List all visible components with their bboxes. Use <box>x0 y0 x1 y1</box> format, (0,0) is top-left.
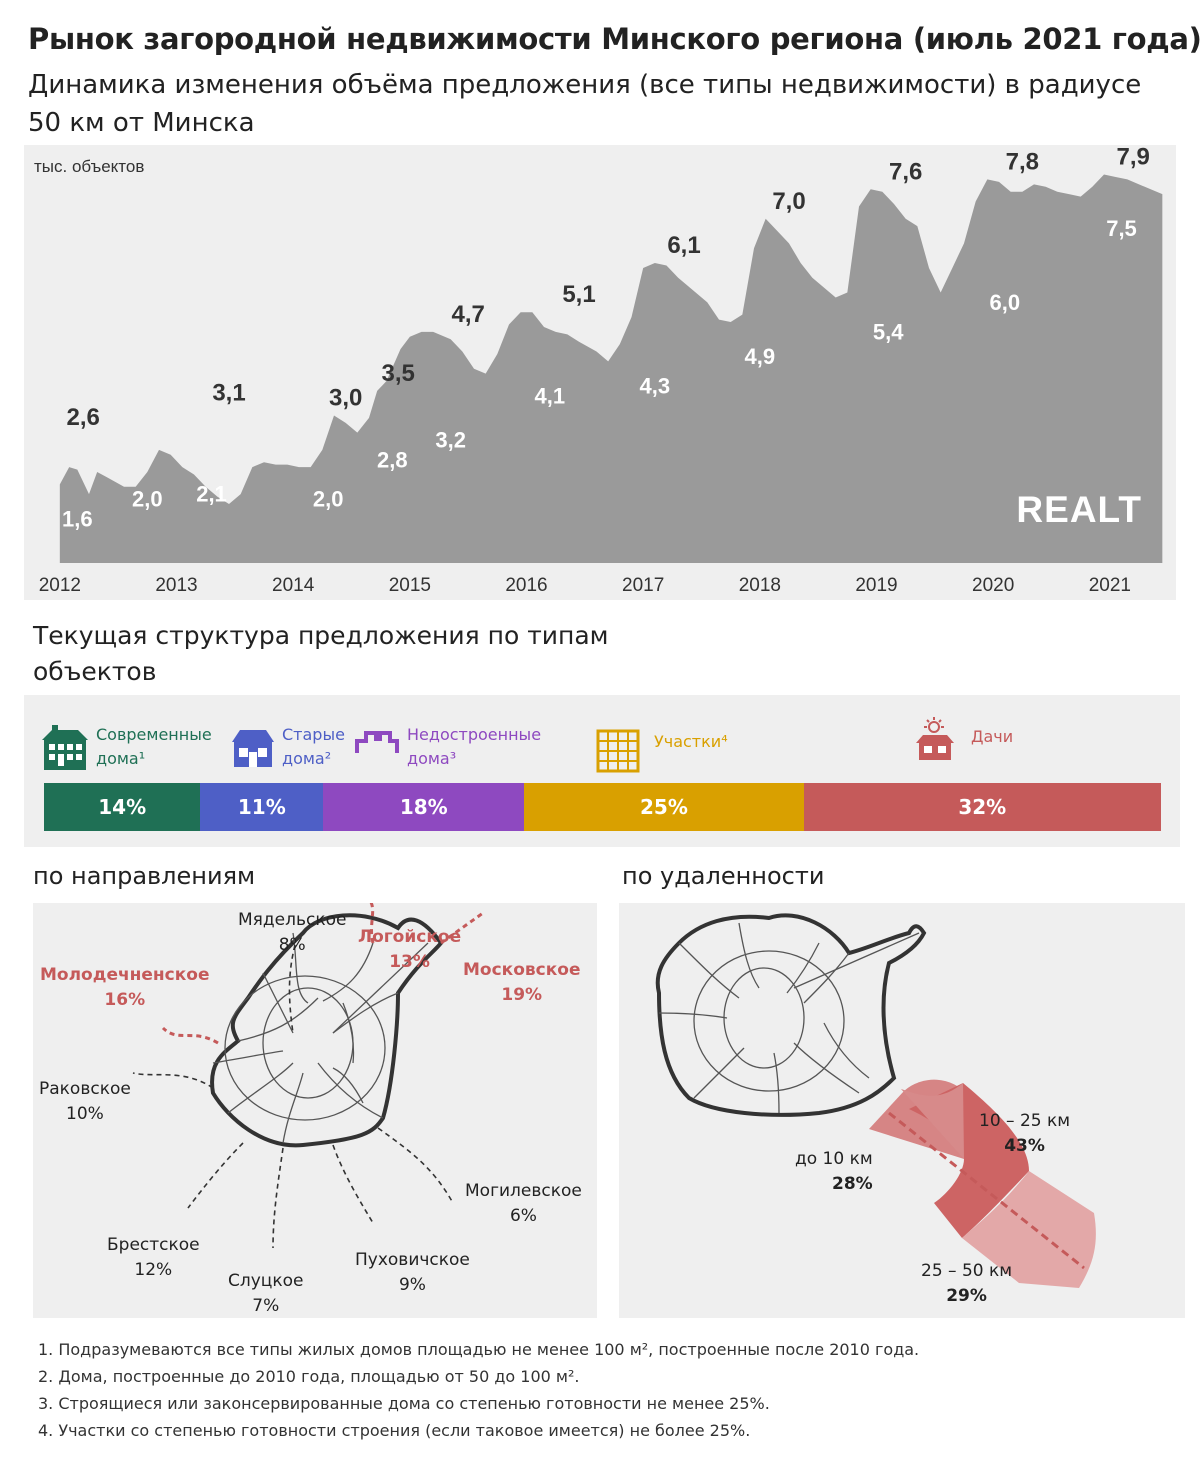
x-tick-label: 2021 <box>1089 575 1131 596</box>
peak-data-label: 7,8 <box>1006 148 1039 175</box>
peak-data-label: 7,0 <box>772 188 805 215</box>
types-panel: Современные дома¹ Старые дома² Недостроенн… <box>24 695 1180 847</box>
x-tick-label: 2020 <box>972 575 1014 596</box>
minsk-distance-svg <box>655 913 1096 1288</box>
direction-moscow: Московское 19% <box>463 960 581 1005</box>
trough-data-label: 4,9 <box>745 344 776 369</box>
trough-data-label: 6,0 <box>990 290 1021 315</box>
direction-brest: Брестское 12% <box>107 1235 200 1280</box>
structure-heading: Текущая структура предложения по типам о… <box>33 621 609 686</box>
unfinished-house-icon <box>355 731 399 753</box>
share-segment-old: 11% <box>200 783 324 831</box>
peak-data-label: 7,9 <box>1116 145 1149 171</box>
sector-far <box>962 1171 1096 1288</box>
peak-data-label: 6,1 <box>667 232 700 259</box>
distance-near: до 10 км 28% <box>795 1149 873 1194</box>
peak-data-label: 7,6 <box>889 158 922 185</box>
direction-myadel: Мядельское 8% <box>238 910 347 955</box>
trough-data-label: 2,8 <box>377 447 408 472</box>
trough-data-label: 5,4 <box>873 319 904 344</box>
footnotes: 1. Подразумеваются все типы жилых домов … <box>38 1336 1178 1444</box>
peak-data-label: 3,1 <box>212 380 245 407</box>
dir-line-molodechno <box>161 1026 219 1045</box>
peak-data-label: 2,6 <box>66 404 99 431</box>
directions-map: Мядельское 8% Логойское 13% Московское 19% … <box>33 903 597 1318</box>
peak-data-label: 3,5 <box>381 360 414 387</box>
supply-area-chart: 2,6 1,6 2,0 3,1 2,1 3,0 2,0 3,5 2,8 4,7 3,2 5,1 4,1 6… <box>24 145 1176 600</box>
trough-data-label: 1,6 <box>62 506 93 531</box>
city-outline <box>210 913 444 1148</box>
direction-molodechno: Молодечненское 16% <box>40 965 210 1010</box>
dir-line-pukhovichi <box>332 1144 374 1224</box>
distance-map: до 10 км 28% 10 – 25 км 43% 25 – 50 км 29% <box>619 903 1185 1318</box>
modern-house-icon <box>42 725 88 770</box>
distance-heading: по удаленности <box>622 862 825 890</box>
direction-rakov: Раковское 10% <box>39 1079 131 1124</box>
footnote: 2. Дома, построенные до 2010 года, площа… <box>38 1367 580 1386</box>
peak-data-label: 3,0 <box>329 384 362 411</box>
trough-data-label: 3,2 <box>435 428 466 453</box>
x-tick-label: 2018 <box>739 575 781 596</box>
share-segment-unfinished: 18% <box>323 783 525 831</box>
type-label-dachas: Дачи <box>971 727 1014 746</box>
page-subtitle: Динамика изменения объёма предложения (в… <box>28 70 1142 138</box>
realt-logo: REALT <box>1016 489 1142 530</box>
old-house-icon <box>232 730 274 767</box>
distance-axis-line <box>888 1111 1085 1270</box>
dir-line-slutsk <box>272 1147 284 1249</box>
trough-data-label: 2,1 <box>196 482 227 507</box>
supply-area <box>59 174 1163 563</box>
direction-logoisk: Логойское 13% <box>358 927 462 972</box>
share-segment-modern: 14% <box>44 783 201 831</box>
city-roads-distance <box>658 922 920 1114</box>
dir-line-brest <box>187 1142 244 1209</box>
directions-heading: по направлениям <box>33 862 256 890</box>
trough-data-label: 2,0 <box>132 487 163 512</box>
direction-mogilev: Могилевское 6% <box>465 1181 582 1226</box>
peak-data-label: 5,1 <box>562 281 595 308</box>
x-tick-label: 2017 <box>622 575 664 596</box>
type-label-plots: Участки⁴ <box>654 732 728 751</box>
share-segment-plots: 25% <box>524 783 804 831</box>
peak-data-label: 4,7 <box>451 301 484 328</box>
page-title: Рынок загородной недвижимости Минского р… <box>28 22 1200 56</box>
x-tick-label: 2014 <box>272 575 315 596</box>
x-tick-label: 2019 <box>855 575 897 596</box>
dir-line-logoisk <box>369 903 375 944</box>
type-label-old: Старые дома² <box>282 725 345 768</box>
share-segment-dachas: 32% <box>803 783 1161 831</box>
trough-data-label: 7,5 <box>1106 216 1137 241</box>
footnote: 3. Строящиеся или законсервированные дом… <box>38 1394 770 1413</box>
distance-mid: 10 – 25 км 43% <box>979 1111 1071 1156</box>
y-axis-label: тыс. объектов <box>34 157 144 176</box>
city-outline-distance <box>655 913 927 1117</box>
dir-line-mogilev <box>377 1127 454 1204</box>
distance-far: 25 – 50 км 29% <box>921 1261 1013 1306</box>
x-tick-label: 2016 <box>505 575 547 596</box>
area-chart-svg: 2,6 1,6 2,0 3,1 2,1 3,0 2,0 3,5 2,8 4,7 3,2 5,1 4,1 6… <box>34 145 1163 596</box>
x-tick-label: 2013 <box>155 575 197 596</box>
type-label-modern: Современные дома¹ <box>96 725 212 768</box>
trough-data-label: 2,0 <box>313 487 344 512</box>
trough-data-label: 4,1 <box>535 383 566 408</box>
direction-pukhovichi: Пуховичское 9% <box>355 1250 470 1295</box>
type-label-unfinished: Недостроенные дома³ <box>407 725 542 768</box>
minsk-directions-svg <box>132 903 484 1249</box>
direction-slutsk: Слуцкое 7% <box>228 1271 304 1316</box>
plot-grid-icon <box>596 729 640 773</box>
city-roads <box>212 932 429 1144</box>
dacha-sun-icon <box>916 717 954 760</box>
dir-line-rakov <box>132 1072 214 1089</box>
footnote: 1. Подразумеваются все типы жилых домов … <box>38 1340 920 1359</box>
trough-data-label: 4,3 <box>640 374 671 399</box>
x-tick-label: 2015 <box>389 575 431 596</box>
x-tick-label: 2012 <box>39 575 81 596</box>
footnote: 4. Участки со степенью готовности строен… <box>38 1421 751 1440</box>
